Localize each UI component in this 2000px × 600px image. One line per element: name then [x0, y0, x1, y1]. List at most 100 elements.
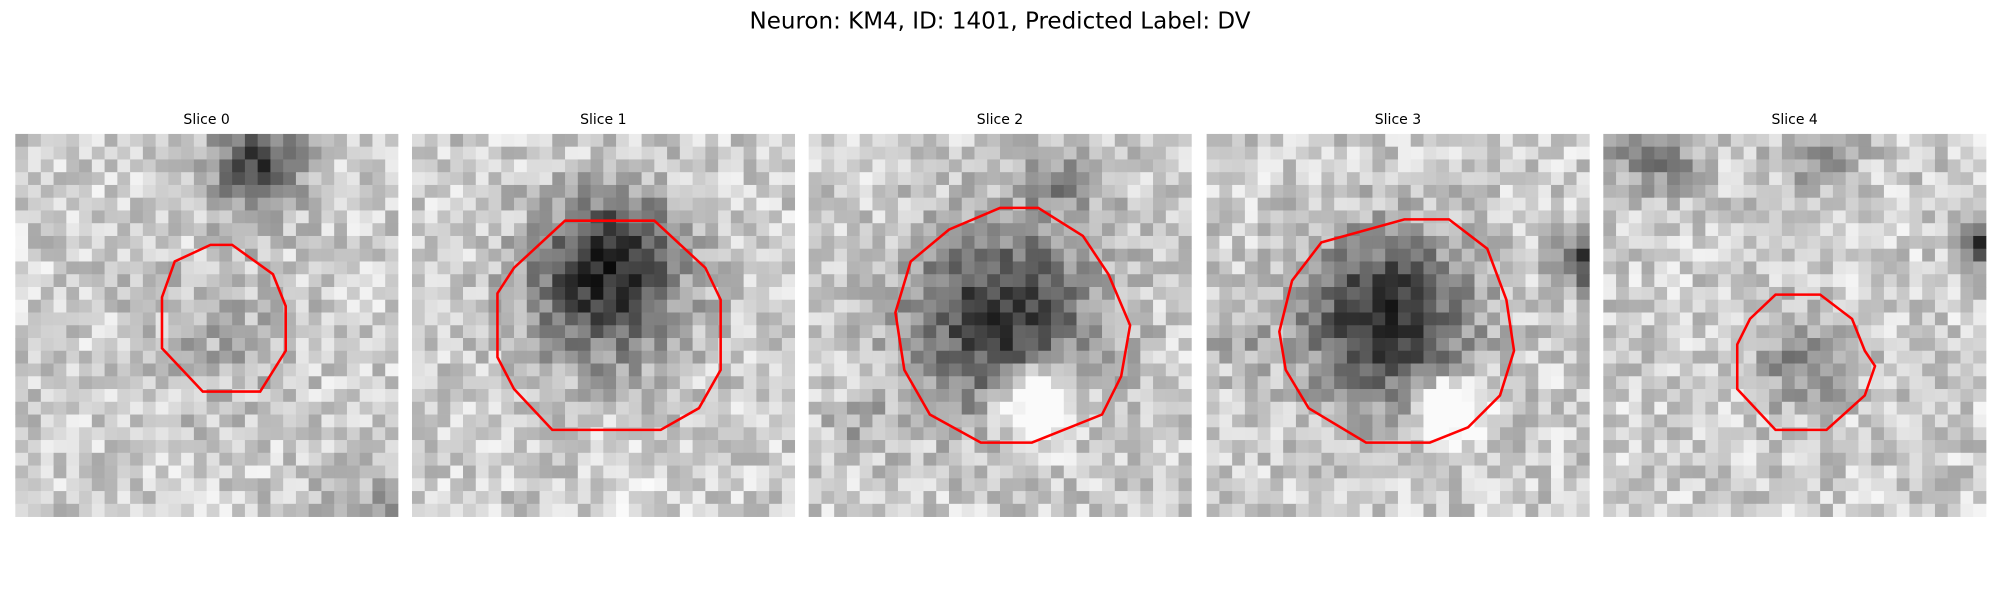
pixel: [1114, 465, 1128, 479]
pixel: [846, 172, 861, 186]
pixel: [730, 491, 745, 505]
pixel: [1397, 363, 1412, 377]
pixel: [181, 159, 195, 173]
pixel: [1718, 210, 1732, 224]
pixel: [1346, 261, 1361, 275]
pixel: [1909, 235, 1923, 250]
pixel: [372, 376, 386, 390]
pixel: [168, 312, 182, 326]
pixel: [1679, 299, 1693, 313]
pixel: [219, 452, 233, 466]
pixel: [1871, 274, 1885, 288]
pixel: [334, 146, 348, 160]
pixel: [346, 159, 361, 173]
pixel: [781, 248, 796, 262]
pixel: [130, 312, 144, 326]
pixel: [1436, 350, 1450, 364]
pixel: [718, 133, 732, 148]
pixel: [1934, 274, 1949, 288]
pixel: [424, 389, 438, 403]
pixel: [1295, 452, 1310, 466]
pixel: [987, 427, 1001, 441]
pixel: [450, 338, 464, 352]
pixel: [1127, 261, 1141, 275]
pixel: [1551, 325, 1565, 339]
pixel: [552, 159, 566, 173]
pixel: [206, 274, 220, 288]
pixel: [1781, 223, 1796, 237]
pixel: [692, 363, 706, 377]
pixel: [1883, 261, 1898, 275]
pixel: [1012, 299, 1026, 313]
pixel: [781, 363, 796, 377]
pixel: [1960, 274, 1974, 288]
pixel: [168, 133, 182, 148]
pixel: [1270, 248, 1284, 262]
pixel: [1295, 363, 1310, 377]
pixel: [641, 299, 655, 313]
pixel: [923, 248, 937, 262]
pixel: [28, 172, 42, 186]
pixel: [1973, 350, 1987, 364]
pixel: [1063, 172, 1077, 186]
pixel: [577, 286, 591, 301]
pixel: [1820, 197, 1834, 211]
pixel: [1794, 159, 1808, 173]
pixel: [1000, 159, 1014, 173]
pixel: [257, 197, 271, 211]
pixel: [295, 133, 310, 148]
pixel: [1127, 248, 1141, 262]
pixel: [1576, 146, 1590, 160]
pixel: [308, 401, 322, 415]
pixel: [808, 248, 822, 262]
pixel: [1436, 478, 1450, 492]
pixel: [1244, 503, 1259, 517]
pixel: [1883, 363, 1898, 377]
pixel: [872, 350, 886, 364]
pixel: [1219, 503, 1233, 517]
pixel: [910, 286, 924, 301]
pixel: [718, 401, 732, 415]
pixel: [1934, 363, 1949, 377]
pixel: [53, 312, 67, 326]
pixel: [1654, 376, 1668, 390]
pixel: [1960, 133, 1974, 148]
pixel: [1397, 427, 1412, 441]
pixel: [359, 133, 373, 148]
pixel: [463, 210, 477, 224]
pixel: [1641, 465, 1655, 479]
pixel: [1270, 503, 1284, 517]
pixel: [308, 427, 322, 441]
pixel: [769, 491, 783, 505]
pixel: [590, 172, 604, 186]
pixel: [1321, 452, 1335, 466]
pixel: [1538, 223, 1552, 237]
pixel: [1178, 414, 1192, 428]
pixel: [1883, 223, 1898, 237]
pixel: [1474, 248, 1488, 262]
pixel: [463, 338, 477, 352]
pixel: [463, 350, 477, 364]
pixel: [372, 133, 386, 148]
pixel: [1525, 465, 1539, 479]
pixel: [1000, 184, 1014, 199]
pixel: [1308, 286, 1322, 301]
pixel: [1178, 452, 1192, 466]
pixel: [424, 350, 438, 364]
pixel: [1538, 159, 1552, 173]
pixel: [1832, 401, 1847, 415]
pixel: [1679, 172, 1693, 186]
pixel: [334, 235, 348, 250]
pixel: [270, 197, 284, 211]
pixel: [28, 452, 42, 466]
pixel: [1063, 389, 1077, 403]
pixel: [1960, 503, 1974, 517]
pixel: [1563, 440, 1577, 454]
pixel: [897, 184, 912, 199]
pixel: [1883, 172, 1898, 186]
pixel: [1295, 235, 1310, 250]
pixel: [1909, 172, 1923, 186]
pixel: [130, 261, 144, 275]
pixel: [834, 197, 848, 211]
pixel: [910, 210, 924, 224]
